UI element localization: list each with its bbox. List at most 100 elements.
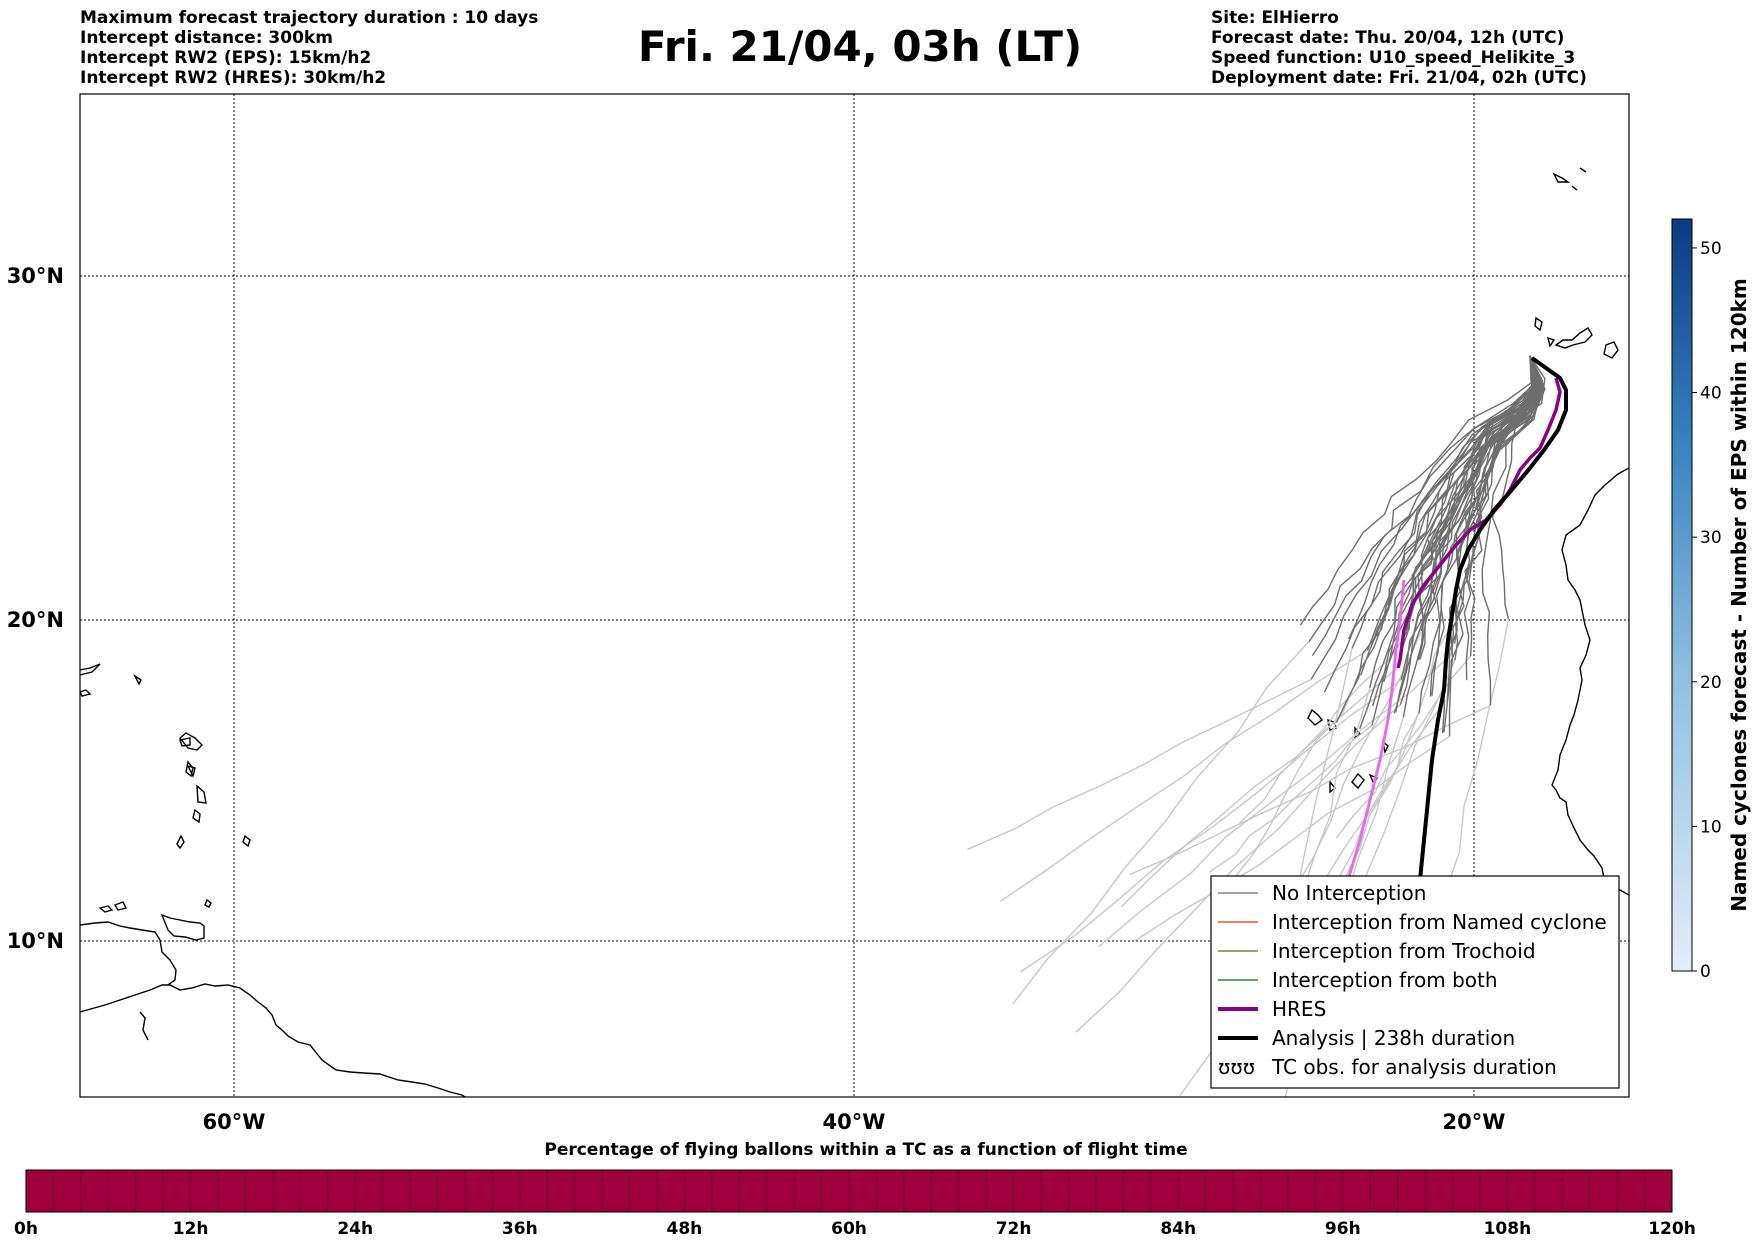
- legend-label: Interception from Named cyclone: [1272, 910, 1607, 934]
- legend-label: Analysis | 238h duration: [1272, 1026, 1515, 1050]
- eps-colorbar-tick-label: 30: [1700, 528, 1722, 548]
- ensemble-trajectory-late: [1075, 704, 1401, 1033]
- coastline-venezuela-coast: [80, 921, 177, 986]
- map-frame: [79, 93, 1630, 1098]
- flight-time-tick-label: 48h: [667, 1219, 703, 1239]
- coastline-puerto-rico: [80, 663, 101, 676]
- flight-time-bar: Percentage of flying ballons within a TC…: [14, 1140, 1696, 1239]
- header-left-line: Maximum forecast trajectory duration : 1…: [80, 8, 539, 28]
- coastline-aruba: [98, 905, 114, 913]
- flight-time-tick-label: 108h: [1484, 1219, 1532, 1239]
- ensemble-trajectory-late: [1098, 653, 1453, 948]
- ensemble-trajectory: [1366, 355, 1539, 651]
- coastline-cape-verde-a: [1307, 708, 1324, 726]
- coastline-curacao: [113, 901, 128, 911]
- ensemble-trajectory-late: [1209, 724, 1373, 873]
- ensemble-trajectory: [1407, 355, 1539, 630]
- coastlines: [80, 167, 1629, 1097]
- coastline-anguilla: [133, 673, 142, 686]
- ensemble-trajectory-late: [1000, 649, 1368, 902]
- flight-time-tick-label: 60h: [831, 1219, 867, 1239]
- header-right-line: Speed function: U10_speed_Helikite_3: [1211, 48, 1576, 68]
- flight-time-tick-label: 36h: [502, 1219, 538, 1239]
- header-left-line: Intercept RW2 (EPS): 15km/h2: [80, 48, 372, 68]
- header-left-line: Intercept RW2 (HRES): 30km/h2: [80, 68, 387, 88]
- coastline-south-america: [80, 983, 467, 1097]
- ensemble-trajectory-late: [1343, 622, 1454, 881]
- coastline-canary-tenerife: [1554, 327, 1593, 349]
- ensemble-trajectory: [1404, 355, 1541, 636]
- ensemble-trajectory-late: [1120, 666, 1399, 908]
- coastline-canary-gomera: [1547, 336, 1556, 348]
- header-right-line: Forecast date: Thu. 20/04, 12h (UTC): [1211, 28, 1565, 48]
- flight-time-tick-label: 0h: [14, 1219, 38, 1239]
- ensemble-trajectory: [1371, 355, 1539, 646]
- ensemble-trajectory: [1372, 355, 1536, 707]
- legend-label: TC obs. for analysis duration: [1271, 1055, 1557, 1079]
- ensemble-trajectory: [1405, 355, 1540, 630]
- lon-label: 60°W: [203, 1110, 266, 1134]
- header-left-line: Intercept distance: 300km: [80, 28, 333, 48]
- coastline-hispaniola: [80, 689, 92, 697]
- legend-label: Interception from Trochoid: [1272, 939, 1536, 963]
- flight-time-bar-title: Percentage of flying ballons within a TC…: [544, 1140, 1187, 1160]
- coastline-st-vincent: [192, 808, 201, 824]
- ensemble-trajectory: [1383, 355, 1540, 683]
- ensemble-trajectory-late: [1134, 735, 1450, 942]
- analysis-trajectory: [1416, 356, 1568, 901]
- eps-colorbar-label: Named cyclones forecast - Number of EPS …: [1727, 278, 1751, 912]
- flight-time-bar-fill: [25, 1169, 1673, 1213]
- ensemble-trajectory-late: [1129, 704, 1491, 876]
- eps-colorbar-tick-label: 50: [1700, 239, 1722, 259]
- lat-label: 30°N: [7, 264, 64, 288]
- eps-colorbar-tick-label: 20: [1700, 673, 1722, 693]
- legend: No Interception Interception from Named c…: [1210, 875, 1620, 1089]
- coastline-africa: [1551, 467, 1629, 896]
- flight-time-tick-label: 12h: [173, 1219, 209, 1239]
- eps-colorbar-tick-label: 0: [1700, 962, 1711, 982]
- flight-time-tick-label: 96h: [1325, 1219, 1361, 1239]
- coastline-canary-lanzarote: [1603, 341, 1619, 359]
- header-right-line: Site: ElHierro: [1211, 8, 1339, 28]
- eps-colorbar: 0 10 20 30 40 50 Named cyclones forecast - Nu…: [1671, 218, 1751, 982]
- ensemble-trajectory: [1308, 355, 1535, 643]
- lat-label: 10°N: [7, 929, 64, 953]
- legend-label: Interception from both: [1272, 968, 1498, 992]
- coastline-guyana-river: [139, 1011, 149, 1041]
- coastline-st-lucia: [196, 784, 207, 804]
- ensemble-trajectory: [1463, 355, 1543, 681]
- lon-label: 20°W: [1443, 1110, 1506, 1134]
- ensemble-trajectory: [1351, 355, 1537, 649]
- page-title: Fri. 21/04, 03h (LT): [637, 22, 1083, 71]
- ensemble-trajectory: [1400, 355, 1540, 680]
- hres-trajectory-pink: [1346, 579, 1406, 881]
- lat-label: 20°N: [7, 608, 64, 632]
- trajectories-no-interception: [1299, 355, 1546, 737]
- coastline-cape-verde-e: [1351, 772, 1365, 790]
- legend-symbol: ʊʊʊ: [1218, 1055, 1255, 1079]
- eps-colorbar-tick-label: 40: [1700, 384, 1722, 404]
- header-right-line: Deployment date: Fri. 21/04, 02h (UTC): [1211, 68, 1587, 88]
- flight-time-tick-label: 84h: [1160, 1219, 1196, 1239]
- legend-box: [1210, 875, 1620, 1089]
- ensemble-trajectory-late: [967, 678, 1312, 851]
- coastline-tobago: [204, 898, 212, 908]
- coastline-grenada: [176, 834, 185, 850]
- coastline-canary-la-palma: [1534, 316, 1543, 332]
- eps-colorbar-gradient: [1671, 218, 1693, 972]
- coastline-madeira: [1552, 167, 1587, 191]
- legend-label: No Interception: [1272, 881, 1426, 905]
- ensemble-trajectory-late: [1020, 679, 1402, 973]
- lon-label: 40°W: [823, 1110, 886, 1134]
- flight-time-tick-label: 24h: [337, 1219, 373, 1239]
- coastline-barbados: [242, 834, 251, 848]
- coastline-guadeloupe: [179, 732, 203, 751]
- legend-label: HRES: [1272, 997, 1326, 1021]
- eps-colorbar-tick-label: 10: [1700, 817, 1722, 837]
- ensemble-trajectory: [1369, 355, 1537, 688]
- header-right: Site: ElHierro Forecast date: Thu. 20/04…: [1211, 8, 1587, 88]
- coastline-cape-verde-g: [1329, 780, 1336, 794]
- ensemble-trajectory: [1299, 355, 1532, 626]
- header-left: Maximum forecast trajectory duration : 1…: [80, 8, 538, 88]
